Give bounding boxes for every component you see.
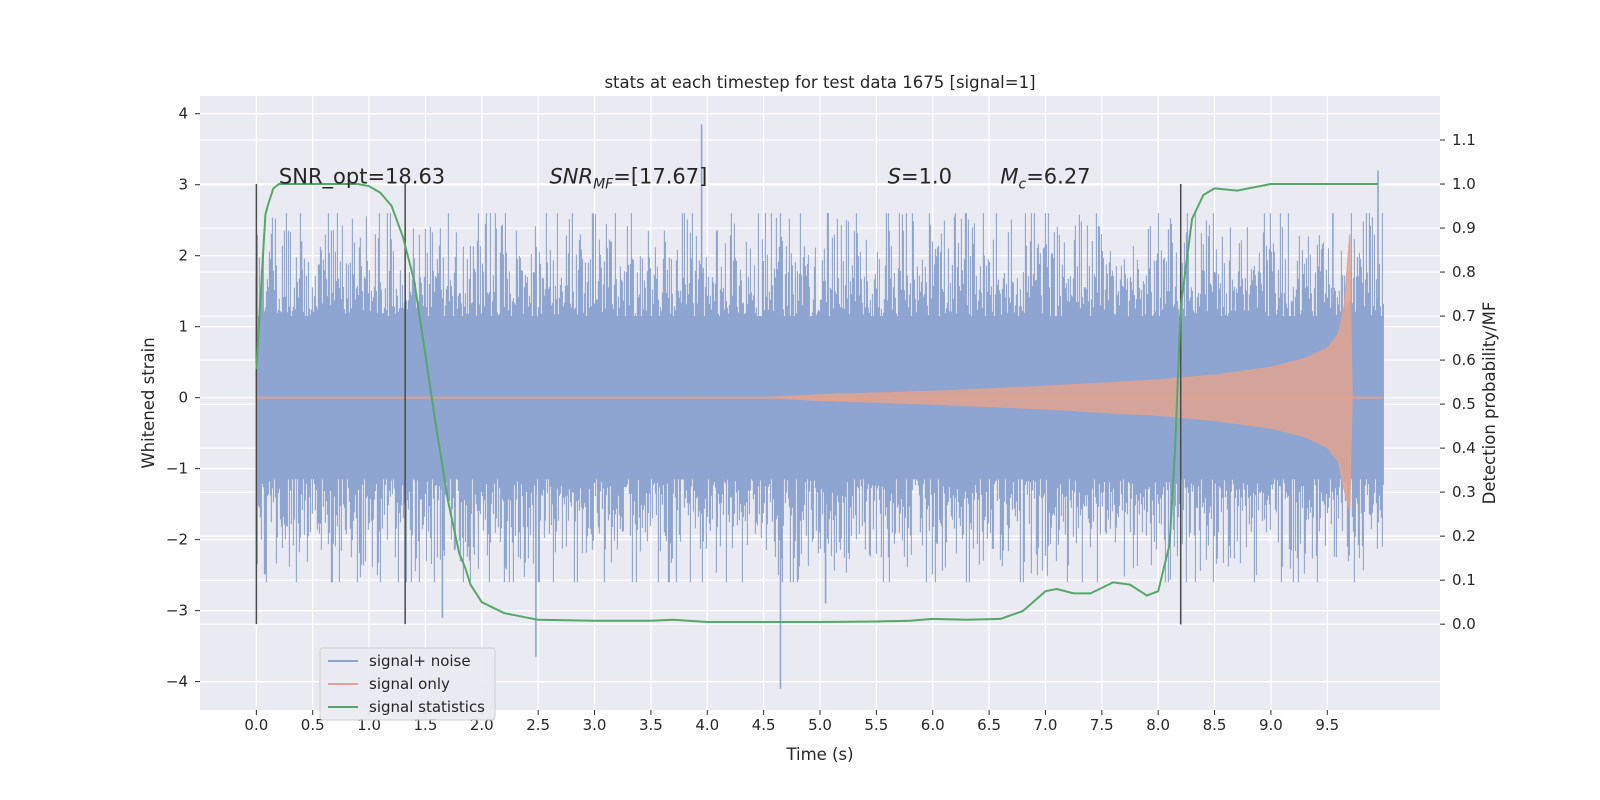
legend-box (319, 647, 496, 721)
y-right-tick-label: 0.9 (1452, 219, 1476, 237)
y-right-tick-label: 0.2 (1452, 527, 1476, 545)
x-tick-label: 0.0 (244, 716, 268, 734)
legend-label-signal-statistics: signal statistics (369, 698, 485, 716)
vertical-markers (255, 184, 1182, 625)
x-tick-label: 8.0 (1146, 716, 1170, 734)
annotation-2: S=1.0 (888, 165, 952, 189)
y-axis-right-label: Detection probability/MF (1480, 302, 1499, 505)
y-right-tick-label: 0.8 (1452, 263, 1476, 281)
x-tick-label: 9.5 (1315, 716, 1339, 734)
chart-title: stats at each timestep for test data 167… (604, 73, 1035, 92)
x-tick-label: 3.5 (639, 716, 663, 734)
y-tick-label: 2 (178, 247, 188, 265)
legend-label-signal-only: signal only (369, 675, 450, 693)
x-tick-label: 4.0 (695, 716, 719, 734)
y-tick-label: −2 (166, 531, 188, 549)
y-right-tick-label: 0.7 (1452, 307, 1476, 325)
annotation-1: SNRMF=[17.67] (549, 165, 707, 193)
x-tick-label: 5.5 (864, 716, 888, 734)
y-tick-label: 1 (178, 318, 188, 336)
y-axis-label: Whitened strain (139, 337, 158, 468)
y-tick-label: 4 (178, 105, 188, 123)
y-right-tick-label: 0.5 (1452, 395, 1476, 413)
y-tick-label: −4 (166, 673, 188, 691)
y-right-tick-label: 0.6 (1452, 351, 1476, 369)
y-right-tick-label: 1.0 (1452, 175, 1476, 193)
x-tick-label: 8.5 (1203, 716, 1227, 734)
signal-statistics-series (255, 183, 1378, 623)
y-right-tick-label: 0.3 (1452, 483, 1476, 501)
y-right-tick-label: 0.4 (1452, 439, 1476, 457)
y-right-tick-label: 0.1 (1452, 571, 1476, 589)
y-tick-label: 0 (178, 389, 188, 407)
signal-statistics-line (255, 183, 1378, 623)
y-tick-label: −3 (166, 602, 188, 620)
x-tick-label: 7.5 (1090, 716, 1114, 734)
ticks: 0.0 0.5 1.0 1.5 2.0 2.5 3.0 3.5 4.0 4.5 5.0 5.5 6.0 6… (166, 105, 1476, 734)
x-tick-label: 3.0 (583, 716, 607, 734)
x-tick-label: 9.0 (1259, 716, 1283, 734)
x-tick-label: 0.5 (301, 716, 325, 734)
y-tick-label: −1 (166, 460, 188, 478)
annotation-0: SNR_opt=18.63 (279, 165, 445, 190)
legend: signal+ noise signal only signal statist… (319, 647, 496, 721)
x-tick-label: 7.0 (1034, 716, 1058, 734)
y-right-tick-label: 1.1 (1452, 131, 1476, 149)
x-tick-label: 4.5 (752, 716, 776, 734)
x-tick-label: 2.5 (526, 716, 550, 734)
annotations: SNR_opt=18.63 SNRMF=[17.67] S=1.0 Mc=6.27 (279, 165, 1091, 193)
x-axis-label: Time (s) (785, 745, 853, 764)
y-right-tick-label: 0.0 (1452, 615, 1476, 633)
legend-label-signal-noise: signal+ noise (369, 652, 471, 670)
x-tick-label: 6.5 (977, 716, 1001, 734)
x-tick-label: 6.0 (921, 716, 945, 734)
x-tick-label: 5.0 (808, 716, 832, 734)
annotation-3: Mc=6.27 (1000, 165, 1090, 193)
y-tick-label: 3 (178, 176, 188, 194)
